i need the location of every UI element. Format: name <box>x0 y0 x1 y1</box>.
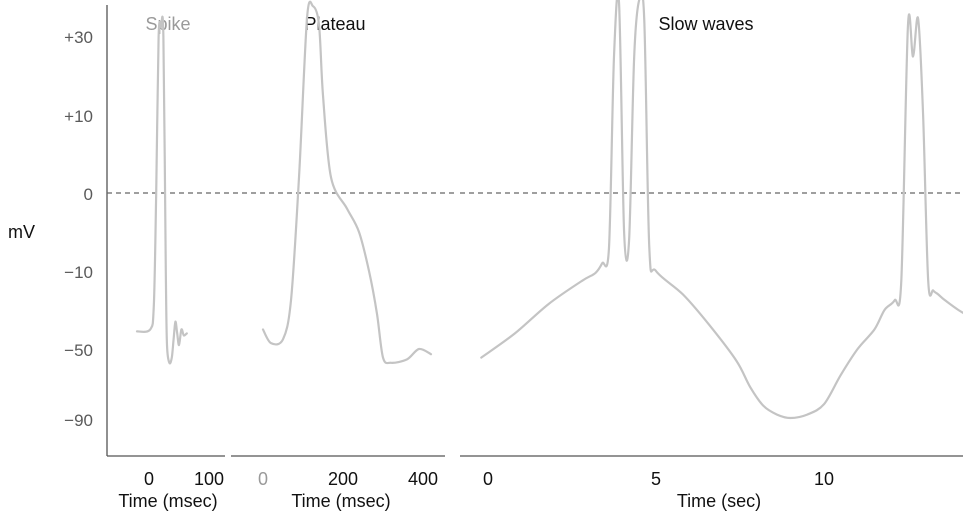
x-tick-label-slow-waves: 10 <box>814 469 834 489</box>
trace-layer <box>135 0 963 420</box>
x-axis-label-slow-waves: Time (sec) <box>677 491 761 511</box>
y-axis: +30 +10 0 −10 −50 −90 mV <box>8 5 108 456</box>
x-tick-layer: 0 100 0 200 400 0 5 10 <box>144 469 834 489</box>
x-axis-label-spike: Time (msec) <box>118 491 217 511</box>
x-tick-label-slow-waves: 5 <box>651 469 661 489</box>
x-tick-label-slow-waves: 0 <box>483 469 493 489</box>
y-tick-label: −10 <box>64 263 93 282</box>
trace-spike <box>135 15 188 365</box>
x-tick-label-spike: 0 <box>144 469 154 489</box>
trace-plateau <box>261 0 433 365</box>
panel-title-slow-waves: Slow waves <box>658 14 753 34</box>
y-tick-label: −90 <box>64 411 93 430</box>
x-tick-label-plateau: 400 <box>408 469 438 489</box>
panel-title-spike: Spike <box>145 14 190 34</box>
y-axis-label: mV <box>8 222 35 242</box>
x-tick-label-plateau: 200 <box>328 469 358 489</box>
x-axis-label-plateau: Time (msec) <box>291 491 390 511</box>
x-tick-label-spike: 100 <box>194 469 224 489</box>
x-tick-label-plateau: 0 <box>258 469 268 489</box>
y-tick-label: +10 <box>64 107 93 126</box>
panel-title-plateau: Plateau <box>304 14 365 34</box>
trace-slow-waves <box>480 0 963 420</box>
y-tick-label: +30 <box>64 28 93 47</box>
y-tick-label: 0 <box>84 185 93 204</box>
y-tick-label: −50 <box>64 341 93 360</box>
